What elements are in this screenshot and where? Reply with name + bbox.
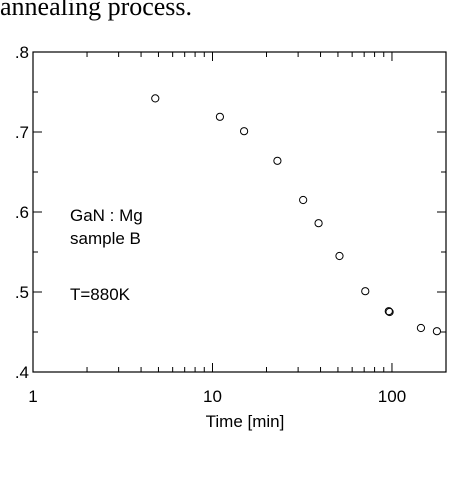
y-axis-tick-labels: .4 .5 .6 .7 .8 [15,43,29,382]
y-tick-label: .5 [15,283,29,302]
data-points [151,94,442,336]
data-point [432,327,442,336]
x-tick-label: 100 [378,387,406,406]
data-point [384,307,393,316]
data-point [361,287,370,296]
x-axis-title: Time [min] [206,412,285,431]
data-point [215,112,225,121]
y-tick-label: .8 [15,43,29,62]
y-axis-ticks [33,51,446,373]
data-point [314,219,323,228]
x-axis-tick-labels: 1 10 100 [28,387,406,406]
data-point [335,251,344,261]
x-tick-label: 1 [28,387,37,406]
data-point [299,195,308,205]
y-tick-label: .6 [15,203,29,222]
data-point [239,127,249,136]
data-point [385,307,394,317]
data-point [273,156,282,165]
y-tick-label: .4 [15,363,29,382]
data-point [416,323,426,333]
x-tick-label: 10 [203,387,222,406]
y-tick-label: .7 [15,123,29,142]
caption-text: annealing process. [0,0,193,21]
data-point [151,94,160,103]
annotation-line-2: sample B [70,229,141,248]
x-axis-ticks [32,52,447,372]
annotation-line-3: T=880K [70,285,131,304]
annotation-line-1: GaN : Mg [70,206,143,225]
